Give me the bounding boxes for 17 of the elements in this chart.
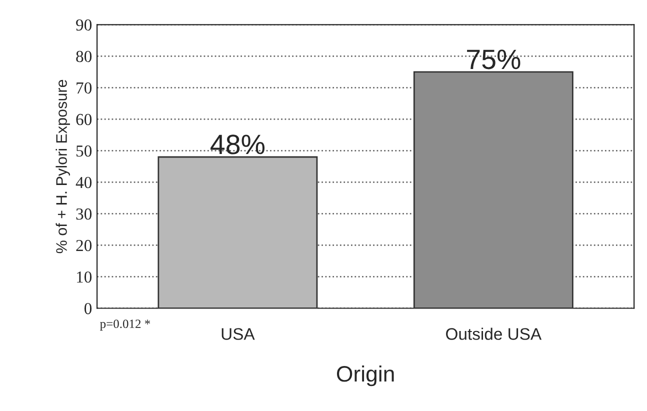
y-tick-label: 40 — [76, 176, 92, 188]
data-label: 48% — [210, 134, 265, 154]
x-axis-title: Origin — [336, 365, 394, 386]
y-axis-title: % of + H. Pylori Exposure — [56, 80, 70, 254]
text: p=0.012 * — [100, 320, 150, 331]
y-tick-label: 30 — [76, 208, 92, 220]
y-tick-label: 20 — [76, 240, 92, 252]
x-tick-label: USA — [222, 328, 255, 340]
y-tick-label: 70 — [76, 82, 92, 94]
y-tick-label: 0 — [84, 302, 92, 314]
y-tick-label: 10 — [76, 271, 92, 283]
data-label: 75% — [467, 50, 520, 70]
y-tick-label: 90 — [76, 19, 92, 31]
y-tick-label: 60 — [76, 114, 92, 126]
y-tick-label: 50 — [76, 145, 92, 157]
x-tick-label: Outside USA — [446, 328, 542, 340]
y-tick-label: 80 — [76, 50, 92, 62]
